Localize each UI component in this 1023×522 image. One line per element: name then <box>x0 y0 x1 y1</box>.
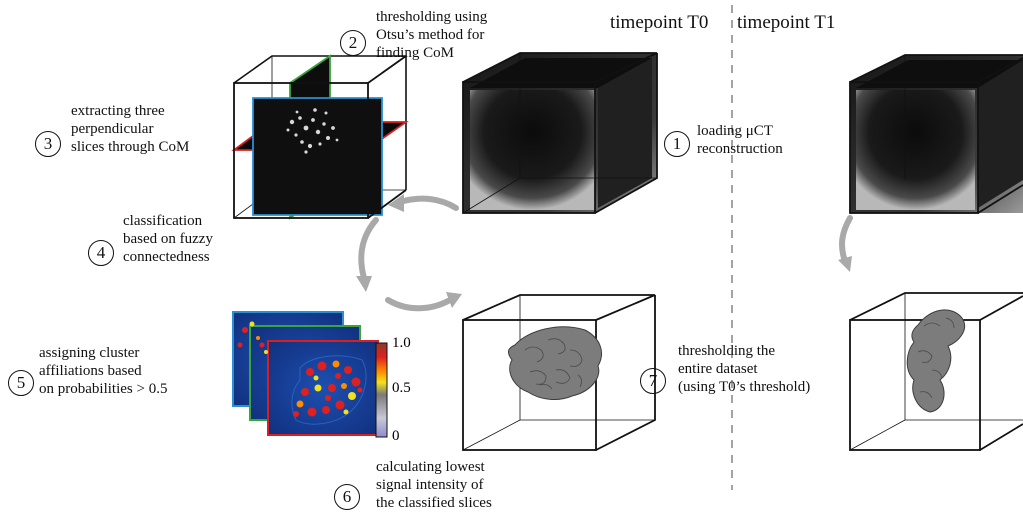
step-1-label: loading μCT reconstruction <box>697 123 783 157</box>
coronal-slice <box>252 97 383 216</box>
slice-cube <box>231 54 409 220</box>
probability-slices: 1.0 0.5 0 <box>232 311 411 444</box>
timepoint-t1-label: timepoint T1 <box>737 12 836 33</box>
volume-t0-segmented <box>462 294 656 451</box>
colorbar-tick-mid: 0.5 <box>392 380 411 396</box>
step-1-badge: 1 <box>664 131 690 157</box>
colorbar-tick-top: 1.0 <box>392 335 411 351</box>
volume-t1-segmented <box>849 292 1023 451</box>
volume-t0-raw <box>462 52 658 214</box>
step-6-badge: 6 <box>334 484 360 510</box>
step-4-badge: 4 <box>88 240 114 266</box>
step-3-badge: 3 <box>35 131 61 157</box>
colorbar-tick-bottom: 0 <box>392 428 400 444</box>
step-7-badge: 7 <box>640 368 666 394</box>
step-5-label: assigning cluster affiliations based on pr… <box>39 345 168 397</box>
step-2-badge: 2 <box>340 30 366 56</box>
timepoint-t0-label: timepoint T0 <box>610 12 709 33</box>
volume-t1-raw <box>849 54 1023 214</box>
step-7-label: thresholding the entire dataset (using T0’… <box>678 343 811 395</box>
step-6-label: calculating lowest signal intensity of the… <box>376 459 492 511</box>
segmented-object-t1 <box>906 309 966 413</box>
arrow-heads <box>356 194 852 308</box>
step-2-label: thresholding using Otsu’s method for findi… <box>376 9 488 61</box>
segmented-object-t0 <box>507 326 602 400</box>
step-4-label: classification based on fuzzy connectednes… <box>123 213 213 265</box>
step-5-badge: 5 <box>8 370 34 396</box>
cycle-arrows <box>358 195 853 312</box>
step-3-label: extracting three perpendicular slices thro… <box>71 103 190 155</box>
colorbar <box>375 342 388 438</box>
